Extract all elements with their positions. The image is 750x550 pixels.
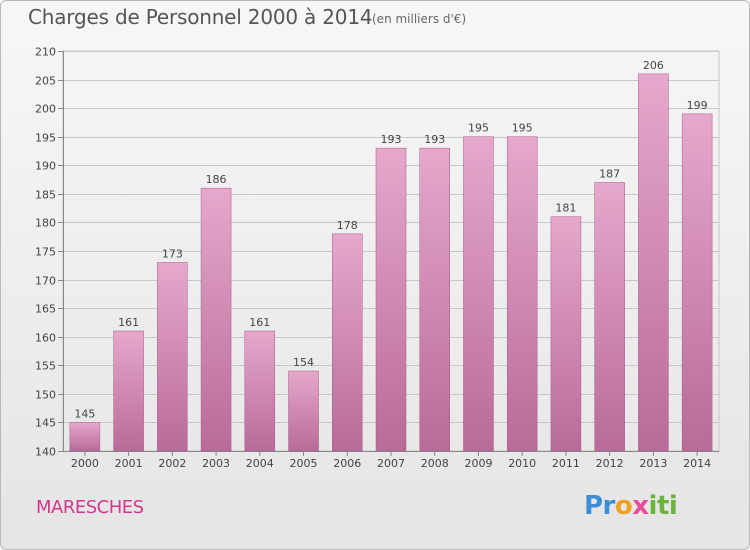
x-tick-label-2005: 2005 [290,457,318,470]
data-label-2011: 181 [555,202,576,215]
y-tick-label: 185 [35,189,56,202]
bar-2003 [200,187,232,452]
x-tick-label-2011: 2011 [552,457,580,470]
y-tick-label: 205 [35,75,56,88]
chart-subtitle: (en milliers d'€) [372,12,467,26]
bar-2014 [681,113,713,452]
y-tick-label: 190 [35,160,56,173]
x-tick-label-2013: 2013 [639,457,667,470]
data-label-2007: 193 [381,133,402,146]
chart-title: Charges de Personnel 2000 à 2014 [28,5,373,29]
x-tick-label-2010: 2010 [508,457,536,470]
bar-2004 [244,330,276,452]
data-label-2002: 173 [162,247,183,260]
y-tick-label: 155 [35,360,56,373]
x-tick-label-2014: 2014 [683,457,711,470]
bar-2005 [288,370,319,452]
y-tick-label: 175 [35,246,56,259]
x-tick-label-2000: 2000 [71,457,99,470]
y-tick-label: 210 [35,46,56,59]
x-tick-label-2001: 2001 [115,457,143,470]
data-label-2012: 187 [599,167,620,180]
bar-2001 [113,330,144,452]
bar-2008 [419,147,450,452]
data-label-2006: 178 [337,219,358,232]
x-tick-label-2003: 2003 [202,457,230,470]
bar-2006 [332,233,363,452]
data-label-2014: 199 [687,99,708,112]
y-tick-label: 195 [35,132,56,145]
bar-2002 [157,262,188,452]
data-label-2000: 145 [74,407,95,420]
bar-2007 [375,147,407,452]
x-tick-label-2007: 2007 [377,457,405,470]
data-label-2001: 161 [118,316,139,329]
bar-2012 [594,182,625,452]
data-label-2009: 195 [468,122,489,135]
x-tick-label-2002: 2002 [158,457,186,470]
y-tick-label: 150 [35,389,56,402]
x-tick-label-2008: 2008 [421,457,449,470]
bar-2013 [638,73,669,452]
data-label-2008: 193 [424,133,445,146]
x-tick-label-2004: 2004 [246,457,274,470]
data-label-2010: 195 [512,122,533,135]
y-tick-label: 160 [35,332,56,345]
bar-2009 [463,136,494,452]
y-tick-label: 165 [35,303,56,316]
proxiti-logo[interactable]: Proxiti [584,491,678,521]
data-label-2004: 161 [249,316,270,329]
y-tick-label: 170 [35,275,56,288]
y-tick-label: 145 [35,417,56,430]
bar-2000 [69,422,101,452]
y-tick-label: 200 [35,103,56,116]
commune-name: MARESCHES [36,497,144,518]
bar-2011 [550,216,582,452]
x-tick-label-2012: 2012 [596,457,624,470]
y-tick-label: 140 [35,446,56,459]
data-label-2005: 154 [293,356,314,369]
y-tick-label: 180 [35,217,56,230]
x-tick-label-2009: 2009 [464,457,492,470]
data-label-2013: 206 [643,59,664,72]
x-tick-label-2006: 2006 [333,457,361,470]
bar-2010 [506,136,538,452]
data-label-2003: 186 [206,173,227,186]
